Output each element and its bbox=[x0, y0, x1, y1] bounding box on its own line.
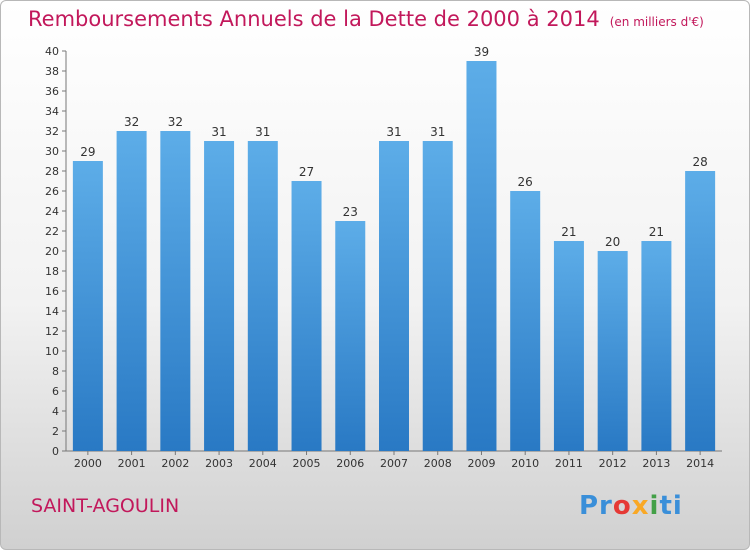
data-label: 21 bbox=[649, 225, 664, 239]
bar bbox=[422, 141, 453, 451]
y-tick-label: 38 bbox=[45, 65, 59, 78]
y-tick-label: 24 bbox=[45, 205, 59, 218]
y-tick-label: 14 bbox=[45, 305, 59, 318]
y-tick-label: 32 bbox=[45, 125, 59, 138]
y-tick-label: 4 bbox=[52, 405, 59, 418]
x-tick-label: 2009 bbox=[467, 457, 495, 470]
data-labels: 29 32 32 31 31 27 23 31 31 39 26 21 20 21 28 bbox=[80, 45, 708, 249]
chart-unit: (en milliers d'€) bbox=[609, 15, 704, 29]
data-label: 20 bbox=[605, 235, 620, 249]
data-label: 32 bbox=[168, 115, 183, 129]
y-tick-label: 6 bbox=[52, 385, 59, 398]
data-label: 32 bbox=[124, 115, 139, 129]
bar bbox=[466, 61, 497, 451]
axes: 0246810121416182022242628303234363840200… bbox=[45, 45, 722, 470]
proxiti-logo: Proxiti bbox=[579, 491, 683, 521]
data-label: 31 bbox=[211, 125, 226, 139]
data-label: 23 bbox=[343, 205, 358, 219]
bar bbox=[72, 161, 103, 451]
data-label: 21 bbox=[561, 225, 576, 239]
commune-name: SAINT-AGOULIN bbox=[31, 495, 180, 517]
y-tick-label: 20 bbox=[45, 245, 59, 258]
logo-part-2: o bbox=[612, 491, 632, 521]
data-label: 29 bbox=[80, 145, 95, 159]
x-tick-label: 2002 bbox=[161, 457, 189, 470]
logo-part-3: x bbox=[631, 491, 650, 521]
y-tick-label: 2 bbox=[52, 425, 59, 438]
bars bbox=[72, 61, 716, 451]
x-tick-label: 2013 bbox=[642, 457, 670, 470]
y-tick-label: 30 bbox=[45, 145, 59, 158]
bar bbox=[116, 131, 147, 451]
x-tick-label: 2011 bbox=[555, 457, 583, 470]
bar bbox=[379, 141, 409, 451]
x-tick-label: 2003 bbox=[205, 457, 233, 470]
logo-part-1: Pr bbox=[579, 491, 613, 521]
y-tick-label: 0 bbox=[52, 445, 59, 458]
x-tick-label: 2006 bbox=[336, 457, 364, 470]
bar bbox=[597, 251, 628, 451]
y-tick-label: 34 bbox=[45, 105, 59, 118]
bar bbox=[553, 241, 584, 451]
data-label: 28 bbox=[692, 155, 707, 169]
chart-title-text: Remboursements Annuels de la Dette de 20… bbox=[28, 7, 600, 31]
logo-part-5: ti bbox=[659, 491, 683, 521]
y-tick-label: 36 bbox=[45, 85, 59, 98]
bar bbox=[204, 141, 235, 451]
x-tick-label: 2014 bbox=[686, 457, 714, 470]
y-tick-label: 28 bbox=[45, 165, 59, 178]
x-tick-label: 2004 bbox=[249, 457, 277, 470]
logo-part-4: i bbox=[649, 491, 660, 521]
chart-title: Remboursements Annuels de la Dette de 20… bbox=[28, 7, 704, 31]
bar bbox=[685, 171, 716, 451]
y-tick-label: 26 bbox=[45, 185, 59, 198]
y-tick-label: 12 bbox=[45, 325, 59, 338]
data-label: 26 bbox=[518, 175, 533, 189]
bar bbox=[160, 131, 191, 451]
y-tick-label: 16 bbox=[45, 285, 59, 298]
x-tick-label: 2010 bbox=[511, 457, 539, 470]
x-tick-label: 2012 bbox=[599, 457, 627, 470]
x-tick-label: 2000 bbox=[74, 457, 102, 470]
data-label: 39 bbox=[474, 45, 489, 59]
data-label: 31 bbox=[386, 125, 401, 139]
x-tick-label: 2005 bbox=[293, 457, 321, 470]
y-tick-label: 40 bbox=[45, 45, 59, 58]
bar bbox=[247, 141, 278, 451]
y-tick-label: 10 bbox=[45, 345, 59, 358]
bar bbox=[335, 221, 366, 451]
data-label: 31 bbox=[255, 125, 270, 139]
bar bbox=[641, 241, 672, 451]
x-tick-label: 2001 bbox=[118, 457, 146, 470]
y-tick-label: 18 bbox=[45, 265, 59, 278]
bar bbox=[510, 191, 541, 451]
x-tick-label: 2007 bbox=[380, 457, 408, 470]
bar bbox=[291, 181, 322, 451]
data-label: 31 bbox=[430, 125, 445, 139]
x-tick-label: 2008 bbox=[424, 457, 452, 470]
data-label: 27 bbox=[299, 165, 314, 179]
y-tick-label: 22 bbox=[45, 225, 59, 238]
y-tick-label: 8 bbox=[52, 365, 59, 378]
